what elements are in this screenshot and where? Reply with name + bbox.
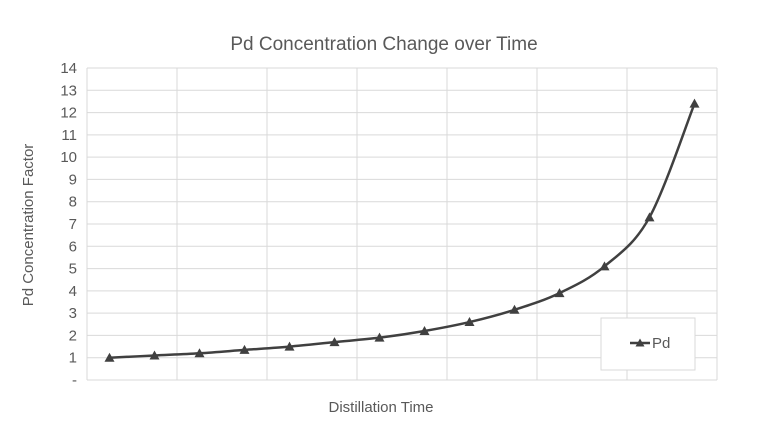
y-tick-label: 13	[60, 82, 77, 99]
y-axis-label: Pd Concentration Factor	[20, 144, 37, 307]
y-tick-label: 3	[69, 305, 77, 322]
data-point-marker	[419, 325, 430, 335]
x-axis-label: Distillation Time	[328, 399, 433, 416]
data-point-marker	[149, 350, 160, 360]
legend-label: Pd	[652, 335, 670, 352]
y-tick-label: 14	[60, 60, 77, 77]
y-tick-label: 6	[69, 238, 77, 255]
data-point-marker	[689, 98, 700, 108]
y-tick-label: 10	[60, 149, 77, 166]
y-tick-label: 7	[69, 216, 77, 233]
data-point-marker	[509, 304, 520, 314]
data-point-marker	[644, 212, 655, 222]
y-tick-label: 11	[61, 127, 77, 144]
data-point-marker	[464, 317, 475, 327]
legend: Pd	[600, 317, 696, 371]
data-point-marker	[239, 344, 250, 354]
data-point-marker	[599, 261, 610, 271]
legend-triangle-marker	[635, 338, 645, 347]
data-point-marker	[194, 348, 205, 358]
y-tick-label: 9	[69, 171, 77, 188]
y-tick-label: 4	[69, 283, 77, 300]
data-point-marker	[374, 332, 385, 342]
series-layer	[104, 98, 700, 362]
y-tick-label: 1	[69, 350, 77, 367]
data-point-marker	[104, 352, 115, 362]
series-line-pd	[109, 103, 696, 359]
y-tick-label: -	[72, 372, 77, 389]
y-tick-label: 8	[69, 194, 77, 211]
y-tick-label: 2	[69, 327, 77, 344]
chart-title: Pd Concentration Change over Time	[230, 34, 537, 55]
y-tick-label: 5	[69, 261, 77, 278]
data-point-marker	[554, 288, 565, 298]
data-point-marker	[284, 341, 295, 351]
data-point-marker	[329, 337, 340, 347]
y-tick-label: 12	[60, 105, 77, 122]
